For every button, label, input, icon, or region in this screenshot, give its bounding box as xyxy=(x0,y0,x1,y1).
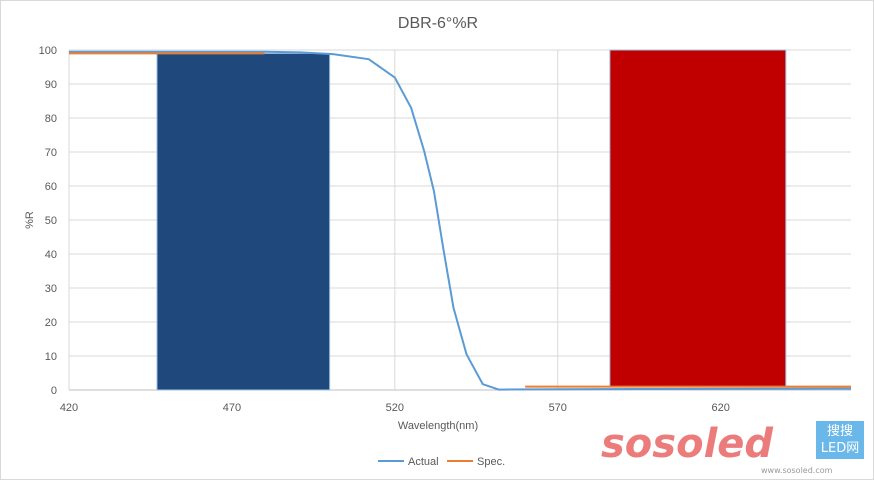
band-0 xyxy=(156,52,331,391)
y-axis-label: %R xyxy=(24,211,36,229)
y-tick-label: 80 xyxy=(45,113,57,125)
x-tick-label: 470 xyxy=(223,402,241,414)
y-tick-label: 50 xyxy=(45,215,57,227)
y-tick-label: 20 xyxy=(45,317,57,329)
y-tick-label: 0 xyxy=(51,385,57,397)
watermark-brand: 搜搜LED网 xyxy=(816,421,864,459)
y-tick-label: 40 xyxy=(45,249,57,261)
y-tick-label: 90 xyxy=(45,79,57,91)
band-1 xyxy=(609,49,787,388)
series-actual-line xyxy=(69,50,852,391)
y-tick-label: 100 xyxy=(39,45,57,57)
x-tick-label: 420 xyxy=(60,402,78,414)
y-tick-label: 30 xyxy=(45,283,57,295)
watermark-logo: sosoled xyxy=(601,421,774,467)
legend-label-spec: Spec. xyxy=(477,456,505,468)
legend: Actual Spec. xyxy=(378,456,505,468)
legend-label-actual: Actual xyxy=(408,456,439,468)
y-tick-label: 60 xyxy=(45,181,57,193)
x-tick-label: 620 xyxy=(711,402,729,414)
x-tick-label: 520 xyxy=(386,402,404,414)
y-tick-label: 70 xyxy=(45,147,57,159)
x-axis-label: Wavelength(nm) xyxy=(398,420,478,432)
x-tick-label: 570 xyxy=(549,402,567,414)
y-tick-label: 10 xyxy=(45,351,57,363)
watermark-url: www.sosoled.com xyxy=(761,466,833,475)
chart-title: DBR-6°%R xyxy=(398,15,478,32)
